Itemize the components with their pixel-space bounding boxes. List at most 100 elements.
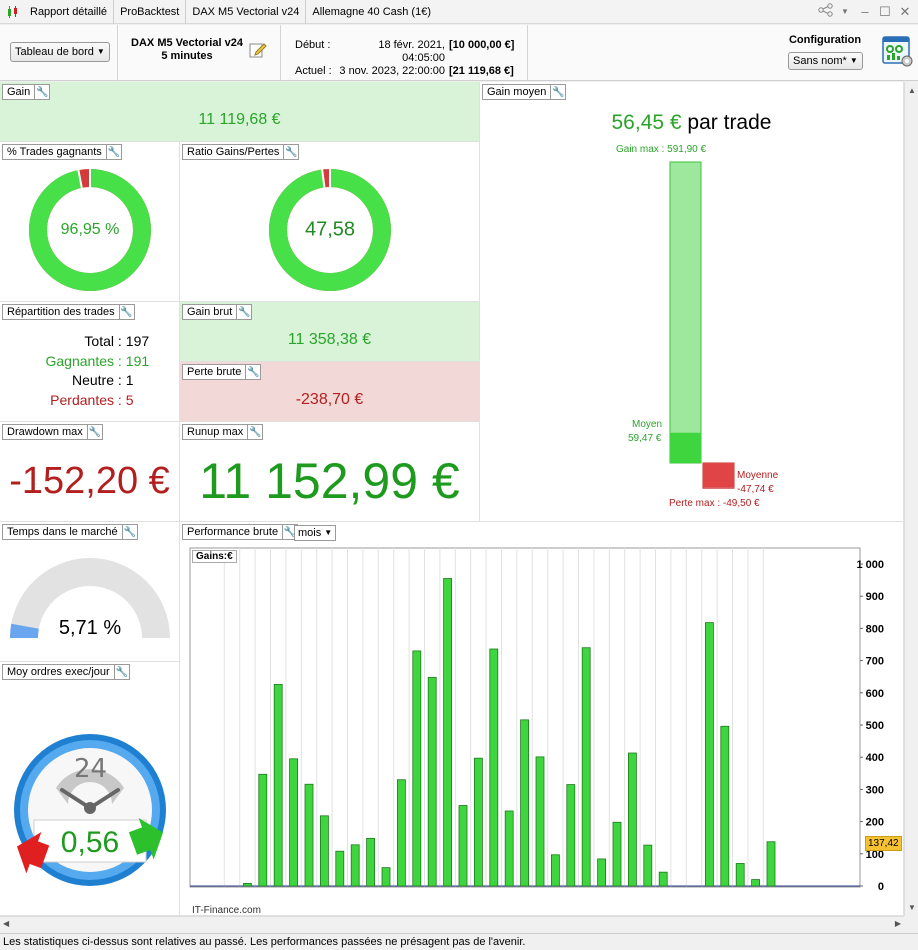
panel-title-label: Gain [3,85,36,99]
tab-detailed-report[interactable]: Rapport détaillé [24,0,115,24]
ratio-value: 47,58 [304,218,356,241]
distribution-value: 197 [125,333,150,349]
share-icon[interactable] [818,3,833,20]
wrench-icon[interactable]: 🔧 [238,306,251,318]
separator: : [114,391,122,408]
bar [319,815,329,887]
divider [280,25,281,81]
bar [273,684,283,887]
bar [566,784,576,887]
maximize-icon[interactable]: ☐ [879,3,891,19]
panel-title-label: Runup max [183,425,249,439]
list-item: Perdantes :5 [0,391,179,411]
bar [243,883,252,887]
panel-title: Runup max 🔧 [182,424,264,440]
wrench-icon[interactable]: 🔧 [115,666,128,678]
y-tick-label: 900 [866,591,884,603]
y-tick-label: 200 [866,817,884,829]
panel-title: Gain 🔧 [2,84,51,100]
avg-win-bar [670,432,701,463]
distribution-list: Total :197 Gagnantes :191 Neutre :1 Perd… [0,332,179,410]
scroll-down-icon[interactable]: ▼ [908,903,916,912]
disclaimer-footer: Les statistiques ci-dessus sont relative… [0,933,918,950]
dashboard-select-label: Tableau de bord [15,46,94,58]
scroll-left-icon[interactable]: ◀ [3,919,10,928]
panel-title-label: Ratio Gains/Pertes [183,145,285,159]
gain-value: 11 119,68 € [198,111,281,128]
y-tick-label: 400 [866,752,884,764]
bar [581,647,591,887]
separator: : [114,352,122,369]
tab-probacktest[interactable]: ProBacktest [114,0,187,24]
y-tick-label: 700 [866,656,884,668]
max-gain-bar [669,161,702,464]
vertical-scrollbar[interactable]: ▲ ▼ [904,82,918,916]
bar [612,821,622,887]
bar [766,841,776,887]
win-pct-separator [77,169,83,188]
minimize-icon[interactable]: – [861,4,869,19]
candlestick-icon [6,5,20,19]
scroll-right-icon[interactable]: ▶ [894,919,901,928]
dashboard-select[interactable]: Tableau de bord ▼ [10,42,110,62]
wrench-icon[interactable]: 🔧 [285,146,298,158]
win-pct-panel: % Trades gagnants 🔧 96,95 % [0,142,180,302]
y-tick-label: 300 [866,784,884,796]
tab-instrument[interactable]: Allemagne 40 Cash (1€) [312,5,431,18]
wrench-icon[interactable]: 🔧 [120,306,133,318]
avg-gain-value: 56,45 € [611,111,682,134]
wrench-icon[interactable]: 🔧 [123,526,136,538]
drawdown-value: -152,20 € [9,460,170,502]
wrench-icon[interactable]: 🔧 [552,86,565,98]
ratio-separator [321,169,326,188]
current-date: 3 nov. 2023, 22:00:00 [339,65,445,77]
avg-win-value: 59,47 € [628,433,662,444]
gains-unit: € [227,551,233,562]
wrench-icon[interactable]: 🔧 [36,86,49,98]
chevron-down-icon[interactable]: ▼ [841,7,849,16]
bar [550,854,560,887]
bar [535,756,545,887]
wrench-icon[interactable]: 🔧 [283,526,297,538]
panel-title: Drawdown max 🔧 [2,424,103,440]
edit-icon[interactable] [249,41,267,59]
bar [473,757,483,887]
avg-win-label: Moyen [632,419,663,430]
performance-panel: Performance brute 🔧 mois ▼ 0 100 200 300 400 5… [180,522,904,916]
max-gain-label: Gain max : 591,90 € [616,144,707,155]
list-item: Gagnantes :191 [0,352,179,372]
bar [427,676,437,887]
panel-title: Performance brute 🔧 [182,524,299,540]
config-select[interactable]: Sans nom* ▼ [788,52,863,70]
time-in-market-panel: Temps dans le marché 🔧 5,71 % [0,522,180,662]
panel-title-label: Répartition des trades [3,305,120,319]
bar [366,837,376,887]
avg-gain-bars [669,161,735,489]
wrench-icon[interactable]: 🔧 [107,146,121,158]
bar [751,879,760,887]
gross-gain-panel: Gain brut 🔧 11 358,38 € [180,302,480,362]
close-icon[interactable]: ✕ [899,3,911,19]
strategy-timeframe: 5 minutes [161,50,213,62]
bar [658,871,668,887]
bar [304,783,314,887]
config-report-icon[interactable] [880,34,914,68]
gain-panel: Gain 🔧 11 119,68 € [0,82,480,142]
wrench-icon[interactable]: 🔧 [88,426,102,438]
panel-title: Perte brute 🔧 [182,364,262,380]
bar [381,867,391,887]
wrench-icon[interactable]: 🔧 [247,366,260,378]
ratio-donut: 47,58 [268,168,392,292]
panel-title: Temps dans le marché 🔧 [2,524,138,540]
gross-loss-value: -238,70 € [295,391,364,408]
separator: : [114,372,122,388]
scroll-up-icon[interactable]: ▲ [908,86,916,95]
period-select[interactable]: mois ▼ [294,525,337,541]
clock-icon [12,734,172,894]
panel-title: % Trades gagnants 🔧 [2,144,122,160]
config-select-label: Sans nom* [793,55,847,67]
wrench-icon[interactable]: 🔧 [249,426,262,438]
tab-strategy[interactable]: DAX M5 Vectorial v24 [186,0,307,24]
horizontal-scrollbar[interactable]: ◀ ▶ [0,916,904,930]
start-capital: [10 000,00 €] [449,39,515,51]
